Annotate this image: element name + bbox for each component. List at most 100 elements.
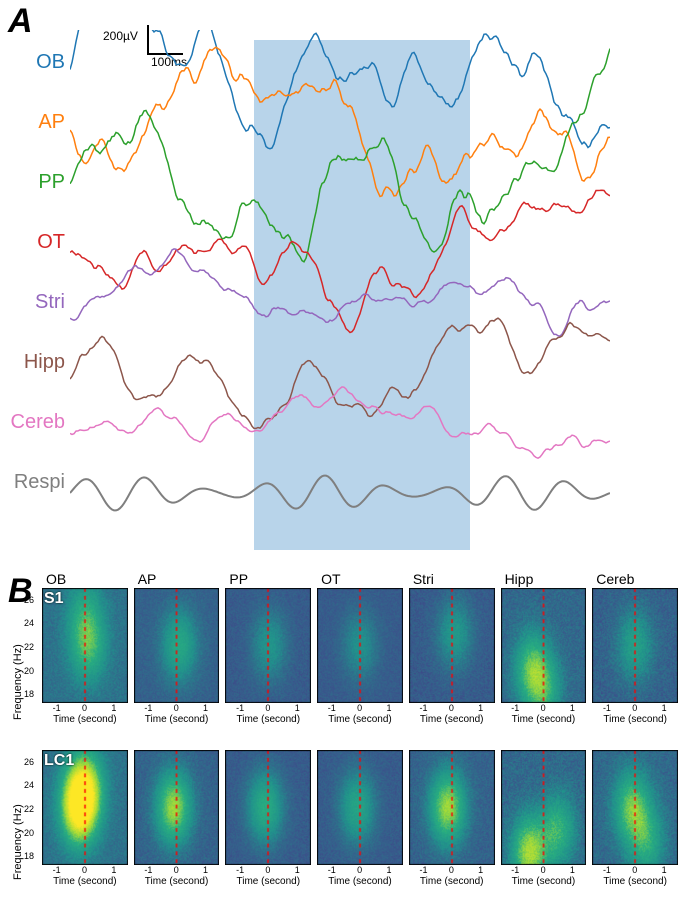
xtick: 0 — [174, 703, 179, 713]
time-axis-label: Time (second) — [42, 714, 128, 725]
freq-axis-label-row1: Frequency (Hz) — [12, 644, 24, 720]
spectrogram-s1-ap: AP-101Time (second) — [134, 588, 220, 736]
ytick: 22 — [24, 642, 34, 652]
spectrogram-s1-cereb: Cereb-101Time (second) — [592, 588, 678, 736]
spectrogram-row-badge-s1: S1 — [44, 590, 64, 608]
spectrogram-col-title-pp: PP — [229, 571, 248, 587]
trace-ap — [70, 47, 610, 196]
xtick: -1 — [236, 865, 244, 875]
xtick: 1 — [295, 703, 300, 713]
spectrogram-canvas — [134, 750, 220, 865]
spectrogram-lc1-stri: -101Time (second) — [409, 750, 495, 898]
xtick: 0 — [82, 865, 87, 875]
xtick: 1 — [570, 865, 575, 875]
spectrogram-col-title-stri: Stri — [413, 571, 434, 587]
xtick: -1 — [511, 703, 519, 713]
xtick: -1 — [511, 865, 519, 875]
spectrogram-canvas — [592, 588, 678, 703]
trace-label-ob: OB — [5, 51, 65, 74]
xtick: -1 — [236, 703, 244, 713]
spectrogram-s1-stri: Stri-101Time (second) — [409, 588, 495, 736]
time-axis-label: Time (second) — [592, 876, 678, 887]
xtick: 0 — [632, 865, 637, 875]
xtick: -1 — [53, 703, 61, 713]
ytick: 20 — [24, 828, 34, 838]
xtick: 1 — [662, 703, 667, 713]
xtick: -1 — [144, 703, 152, 713]
xtick: -1 — [420, 703, 428, 713]
time-axis-label: Time (second) — [409, 876, 495, 887]
trace-label-stri: Stri — [5, 291, 65, 314]
spectrogram-col-title-hipp: Hipp — [505, 571, 534, 587]
spectrogram-lc1-pp: -101Time (second) — [225, 750, 311, 898]
trace-label-ot: OT — [5, 231, 65, 254]
spectrogram-lc1-ap: -1 0 1Time (second) — [134, 750, 220, 898]
xtick: -1 — [603, 703, 611, 713]
time-axis-label: Time (second) — [317, 876, 403, 887]
xtick: 0 — [265, 703, 270, 713]
time-axis-label: Time (second) — [134, 714, 220, 725]
xtick: 0 — [174, 865, 179, 875]
time-axis-label: Time (second) — [501, 714, 587, 725]
xtick: 1 — [570, 703, 575, 713]
spectrogram-canvas — [134, 588, 220, 703]
xtick: 0 — [541, 865, 546, 875]
trace-label-hipp: Hipp — [5, 351, 65, 374]
spectrogram-lc1-hipp: -1 0 1Time (second) — [501, 750, 587, 898]
spectrogram-canvas — [592, 750, 678, 865]
xtick: 1 — [111, 703, 116, 713]
xtick: 1 — [111, 865, 116, 875]
xtick: 1 — [386, 703, 391, 713]
xtick: 0 — [632, 703, 637, 713]
figure: A 200µV 100ms OBAPPPOTStriHippCerebRespi… — [0, 0, 685, 908]
spectrogram-grid: OBS11820222426-101Time (second)AP-101Tim… — [42, 588, 678, 898]
panel-b: Frequency (Hz) Frequency (Hz) OBS1182022… — [0, 570, 685, 908]
xtick: 0 — [357, 865, 362, 875]
spectrogram-canvas — [409, 588, 495, 703]
xtick: 0 — [265, 865, 270, 875]
ytick: 26 — [24, 595, 34, 605]
time-axis-label: Time (second) — [134, 876, 220, 887]
xtick: 1 — [478, 865, 483, 875]
xtick: 1 — [662, 865, 667, 875]
spectrogram-row-badge-lc1: LC1 — [44, 752, 74, 770]
xtick: -1 — [603, 865, 611, 875]
trace-pp — [70, 49, 610, 262]
ytick: 26 — [24, 757, 34, 767]
spectrogram-s1-ot: OT-101Time (second) — [317, 588, 403, 736]
spectrogram-canvas — [225, 588, 311, 703]
panel-a: 200µV 100ms OBAPPPOTStriHippCerebRespi — [0, 0, 685, 560]
spectrogram-s1-pp: PP-101Time (second) — [225, 588, 311, 736]
spectrogram-s1-hipp: Hipp-101Time (second) — [501, 588, 587, 736]
xtick: 0 — [449, 703, 454, 713]
spectrogram-s1-ob: OBS11820222426-101Time (second) — [42, 588, 128, 736]
spectrogram-lc1-cereb: -1 0 1Time (second) — [592, 750, 678, 898]
time-axis-label: Time (second) — [42, 876, 128, 887]
time-axis-label: Time (second) — [592, 714, 678, 725]
trace-cereb — [70, 387, 610, 458]
spectrogram-canvas — [409, 750, 495, 865]
xtick: 1 — [386, 865, 391, 875]
xtick: -1 — [53, 865, 61, 875]
ytick: 22 — [24, 804, 34, 814]
spectrogram-lc1-ot: -101Time (second) — [317, 750, 403, 898]
time-axis-label: Time (second) — [225, 876, 311, 887]
xtick: 0 — [357, 703, 362, 713]
time-axis-label: Time (second) — [225, 714, 311, 725]
ytick: 24 — [24, 618, 34, 628]
trace-label-ap: AP — [5, 111, 65, 134]
time-axis-label: Time (second) — [409, 714, 495, 725]
time-axis-label: Time (second) — [501, 876, 587, 887]
spectrogram-col-title-ap: AP — [138, 571, 157, 587]
xtick: -1 — [328, 703, 336, 713]
xtick: -1 — [144, 865, 152, 875]
xtick: 0 — [541, 703, 546, 713]
lfp-traces-svg — [70, 30, 610, 550]
spectrogram-canvas — [501, 750, 587, 865]
spectrogram-canvas — [317, 750, 403, 865]
ytick: 24 — [24, 780, 34, 790]
xtick: 1 — [203, 865, 208, 875]
spectrogram-col-title-cereb: Cereb — [596, 571, 634, 587]
spectrogram-lc1-ob: LC11820222426-101Time (second) — [42, 750, 128, 898]
xtick: -1 — [420, 865, 428, 875]
